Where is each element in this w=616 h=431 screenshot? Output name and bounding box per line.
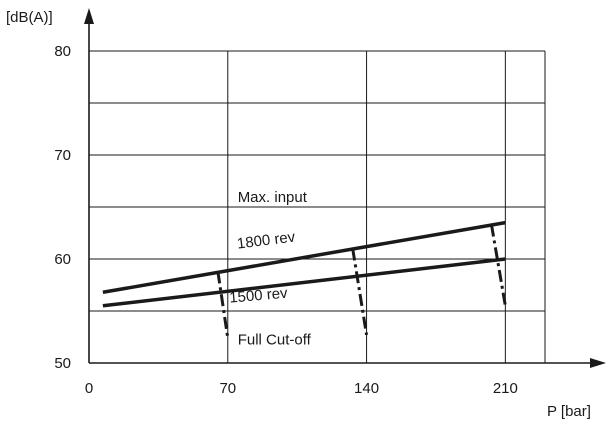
y-tick-label: 70 [54, 147, 71, 164]
y-tick-label: 50 [54, 355, 71, 372]
x-tick-label: 140 [354, 380, 379, 397]
range-marker [489, 224, 507, 307]
x-axis-arrow [590, 358, 606, 368]
y-axis-arrow [84, 8, 94, 24]
tick-labels: 50 60 70 80 0 70 140 210 [54, 43, 518, 397]
y-tick-label: 60 [54, 251, 71, 268]
series-lines [102, 220, 506, 308]
range-markers [216, 224, 507, 339]
series-line [102, 220, 506, 295]
range-marker [216, 271, 230, 339]
axes [84, 8, 606, 368]
y-tick-label: 80 [54, 43, 71, 60]
x-tick-label: 70 [219, 380, 236, 397]
annotation-label: 1800 rev [236, 229, 297, 253]
y-axis-label: [dB(A)] [6, 9, 53, 26]
x-tick-label: 0 [85, 380, 93, 397]
series-line [102, 257, 506, 308]
range-marker [351, 248, 369, 336]
x-axis-label: P [bar] [547, 403, 591, 420]
annotation-label: Max. input [238, 189, 308, 206]
x-tick-label: 210 [493, 380, 518, 397]
annotation-label: Full Cut-off [238, 331, 312, 348]
annotation-label: 1500 rev [229, 285, 289, 307]
grid [89, 50, 546, 363]
